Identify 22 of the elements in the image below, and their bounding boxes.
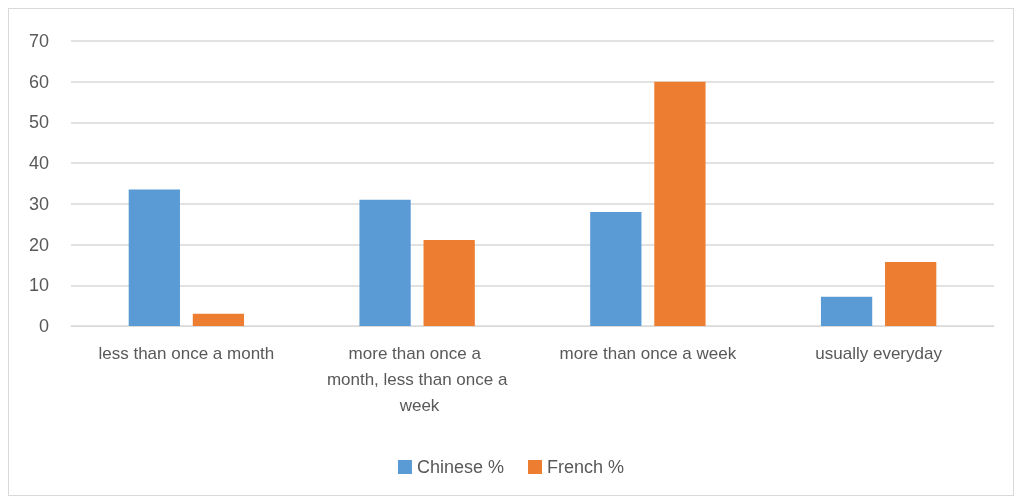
y-tick-label: 0 — [38, 316, 49, 336]
y-tick-label: 60 — [28, 71, 49, 92]
bar — [654, 81, 706, 326]
x-tick-label: less than once a month — [98, 343, 275, 363]
y-tick-label: 40 — [28, 153, 49, 174]
y-tick-label: 30 — [28, 193, 49, 214]
y-tick-label: 20 — [28, 234, 49, 255]
bar — [885, 262, 937, 326]
legend-label: Chinese % — [416, 457, 505, 477]
x-tick-label: more than once a month, less than once a week — [326, 343, 508, 415]
bar — [820, 296, 873, 326]
bar — [192, 313, 245, 326]
x-tick-label: usually everyday — [815, 343, 943, 363]
bar — [423, 240, 475, 326]
bar — [359, 199, 411, 326]
bar — [590, 212, 642, 326]
y-tick-label: 10 — [28, 275, 49, 296]
bar — [128, 189, 180, 326]
legend-label: French % — [547, 457, 625, 477]
x-tick-label: more than once a week — [559, 343, 737, 363]
y-tick-label: 50 — [28, 112, 49, 133]
y-tick-label: 70 — [28, 31, 49, 51]
